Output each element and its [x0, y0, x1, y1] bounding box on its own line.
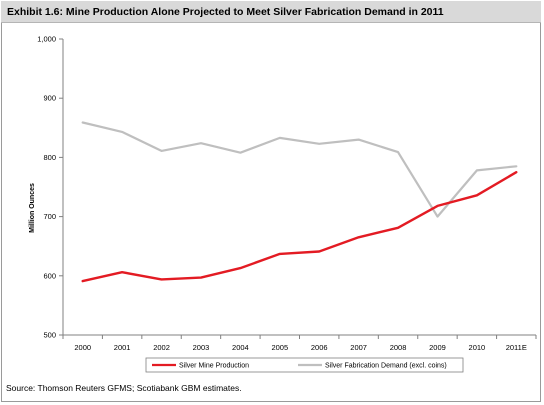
y-tick-label: 500 [43, 331, 56, 340]
axes [62, 39, 536, 336]
source-note: Source: Thomson Reuters GFMS; Scotiabank… [6, 383, 242, 393]
x-tick-label: 2001 [114, 343, 131, 352]
y-tick-label: 900 [43, 94, 56, 103]
x-tick-label: 2002 [153, 343, 170, 352]
x-tick-label: 2000 [74, 343, 91, 352]
x-tick-label: 2006 [311, 343, 328, 352]
x-tick-label: 2007 [350, 343, 367, 352]
y-axis-label: Million Ounces [29, 183, 36, 233]
series-group [81, 121, 518, 283]
x-axis-ticks: 2000 2001 2002 2003 2004 2005 2006 2007 2008 2009… [62, 335, 537, 352]
y-tick-label: 800 [43, 153, 56, 162]
x-tick-label: 2010 [469, 343, 486, 352]
x-tick-label: 2011E [506, 343, 527, 352]
y-axis-ticks: 500 600 700 800 900 1,000 [37, 35, 63, 340]
y-tick-label: 700 [43, 212, 56, 221]
x-tick-label: 2009 [429, 343, 446, 352]
legend-item-mine-production-label: Silver Mine Production [179, 363, 249, 370]
x-tick-label: 2008 [390, 343, 407, 352]
x-tick-label: 2003 [193, 343, 210, 352]
legend-item-fabrication-demand-label: Silver Fabrication Demand (excl. coins) [325, 363, 447, 370]
y-tick-label: 1,000 [37, 35, 56, 44]
title-bar: Exhibit 1.6: Mine Production Alone Proje… [1, 1, 541, 23]
legend: Silver Mine Production Silver Fabrication… [145, 357, 464, 373]
x-tick-label: 2004 [232, 343, 249, 352]
x-tick-label: 2005 [271, 343, 288, 352]
series-line-fabrication-demand [81, 121, 518, 218]
chart-title: Exhibit 1.6: Mine Production Alone Proje… [7, 6, 444, 18]
y-tick-label: 600 [43, 271, 56, 280]
series-line-mine-production [81, 170, 518, 283]
